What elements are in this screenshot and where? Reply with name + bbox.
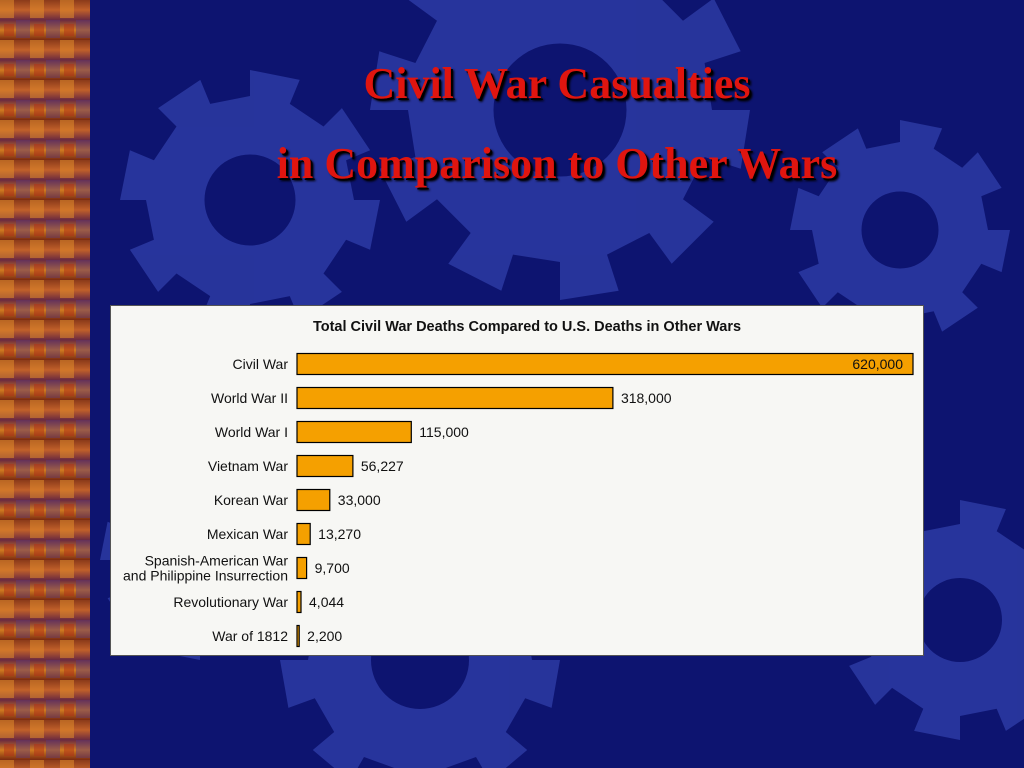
bar — [296, 488, 331, 512]
chart-panel: Total Civil War Deaths Compared to U.S. … — [110, 305, 924, 656]
decorative-strip — [0, 0, 90, 768]
category-label: Spanish-American War and Philippine Insur… — [123, 553, 288, 584]
gear-hole — [204, 154, 296, 246]
value-label: 620,000 — [852, 356, 903, 372]
bar — [296, 590, 302, 614]
value-label: 2,200 — [307, 628, 342, 644]
bar — [296, 420, 412, 444]
slide-title-line1: Civil War Casualties — [363, 59, 751, 108]
slide-title-line2: in Comparison to Other Wars — [276, 139, 838, 188]
gear-hole — [861, 191, 939, 269]
category-label: Mexican War — [207, 526, 289, 542]
category-label: Korean War — [214, 492, 289, 508]
value-label: 4,044 — [309, 594, 344, 610]
category-label: Civil War — [233, 356, 289, 372]
category-label: World War II — [211, 390, 288, 406]
bar — [296, 624, 300, 648]
category-label: Revolutionary War — [173, 594, 288, 610]
bar — [296, 454, 354, 478]
bar — [296, 386, 614, 410]
bar — [296, 556, 308, 580]
category-label: Vietnam War — [208, 458, 288, 474]
value-label: 33,000 — [338, 492, 381, 508]
bar-chart: Total Civil War Deaths Compared to U.S. … — [123, 319, 914, 648]
bar — [296, 522, 311, 546]
gear-hole — [493, 43, 627, 177]
value-label: 56,227 — [361, 458, 404, 474]
category-label: World War I — [215, 424, 288, 440]
bar — [296, 352, 914, 376]
chart-title: Total Civil War Deaths Compared to U.S. … — [313, 319, 741, 335]
value-label: 115,000 — [419, 424, 469, 440]
value-label: 9,700 — [315, 560, 350, 576]
value-label: 13,270 — [318, 526, 361, 542]
gear-hole — [918, 578, 1002, 662]
category-label: War of 1812 — [212, 628, 288, 644]
value-label: 318,000 — [621, 390, 672, 406]
